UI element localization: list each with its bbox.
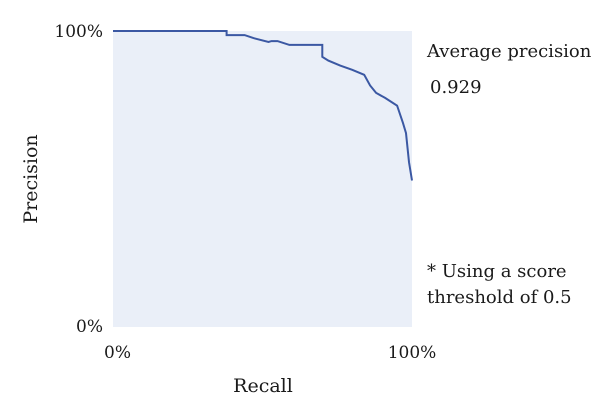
y-tick-top: 100% [54, 22, 103, 42]
y-tick-bottom: 0% [76, 317, 103, 337]
threshold-note-line1: * Using a score [427, 261, 567, 282]
y-axis-title: Precision [20, 134, 42, 223]
x-tick-right: 100% [388, 343, 437, 363]
average-precision-label: Average precision [426, 41, 592, 62]
pr-curve-line [113, 30, 413, 181]
pr-curve-fill [113, 31, 412, 327]
average-precision-value: 0.929 [430, 77, 482, 98]
x-tick-left: 0% [104, 343, 131, 363]
x-axis-title: Recall [233, 375, 293, 397]
threshold-note-line2: threshold of 0.5 [427, 287, 572, 308]
